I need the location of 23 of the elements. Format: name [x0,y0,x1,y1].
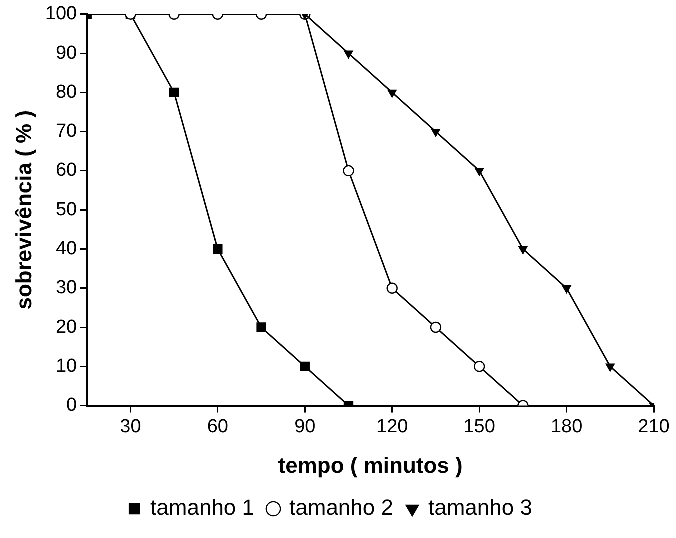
x-tick-label: 210 [638,416,670,438]
y-tick-label: 70 [56,121,78,142]
y-tick-label: 10 [56,356,78,377]
y-axis-title: sobrevivência ( % ) [11,110,36,310]
y-tick-label: 90 [56,42,78,64]
y-tick-label: 50 [56,199,78,220]
y-tick-label: 60 [56,160,78,182]
x-tick-label: 90 [294,416,316,438]
y-tick-label: 80 [56,82,78,103]
legend-label: tamanho 3 [428,495,532,520]
legend-label: tamanho 2 [290,495,394,520]
x-tick-label: 60 [207,416,228,438]
y-tick-label: 30 [56,278,78,299]
x-tick-label: 120 [376,416,408,438]
x-tick-label: 150 [464,416,496,438]
y-tick-label: 0 [66,395,78,416]
y-tick-label: 100 [45,4,78,25]
x-axis-title: tempo ( minutos ) [278,452,463,478]
x-tick-label: 180 [550,416,583,438]
x-tick-label: 30 [120,416,142,438]
y-tick-label: 40 [56,238,78,260]
legend-label: tamanho 1 [150,495,255,520]
y-tick-label: 20 [56,316,78,338]
